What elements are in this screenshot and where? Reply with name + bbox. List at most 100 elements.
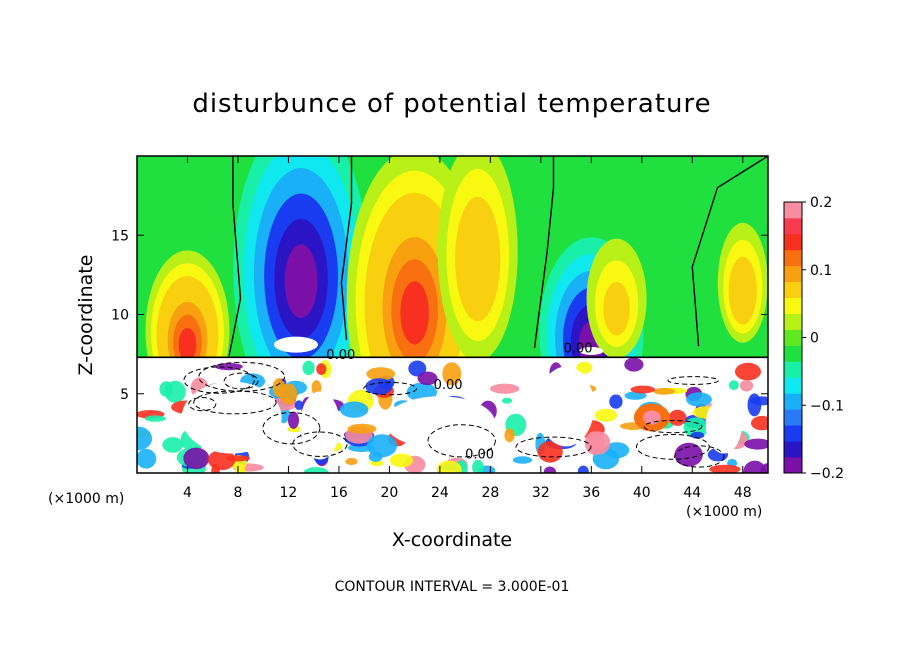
turbulent-cell: [472, 459, 484, 473]
turbulent-cell: [211, 464, 220, 473]
turbulent-cell: [674, 442, 703, 467]
x-unit-right: (×1000 m): [686, 504, 762, 520]
neutral-patch: [538, 366, 595, 447]
cold-core-cap: [579, 346, 604, 355]
turbulent-cell: [137, 449, 157, 469]
colorbar-swatch: [784, 457, 802, 474]
colorbar-label: −0.2: [810, 466, 844, 482]
turbulent-cell: [436, 460, 462, 473]
turbulent-cell: [690, 431, 705, 439]
turbulent-cell: [686, 392, 712, 407]
negative-contour: [262, 412, 321, 445]
y-tick-label: 5: [120, 387, 129, 403]
colorbar: 0.2 0.1 0 −0.1 −0.2: [783, 195, 844, 482]
zero-contour: [691, 156, 768, 347]
cold-anomaly-band: [284, 244, 318, 318]
colorbar-swatch: [784, 313, 802, 330]
colorbar-swatch: [784, 249, 802, 267]
x-tick-label: 16: [330, 485, 348, 501]
turbulent-cell: [609, 394, 623, 409]
turbulent-cell: [347, 423, 377, 434]
contour-label: 0.00: [434, 378, 463, 393]
turbulent-cell: [543, 466, 557, 473]
plot-area: 0.00 0.00 0.00 0.00: [137, 156, 768, 473]
negative-contour: [427, 424, 496, 458]
negative-contour: [198, 361, 286, 392]
turbulent-cell: [709, 464, 741, 473]
cold-core-cap: [274, 336, 319, 353]
warm-anomaly-band: [734, 273, 752, 316]
turbulent-cell: [316, 363, 327, 375]
turbulent-cell: [537, 441, 563, 463]
neutral-patch: [181, 381, 282, 454]
turbulent-cell: [728, 380, 739, 391]
turbulent-cell: [576, 361, 593, 374]
turbulent-cell: [743, 460, 767, 473]
turbulent-cell: [226, 455, 251, 462]
warm-anomaly-band: [603, 281, 630, 336]
turbulent-cell: [303, 467, 329, 473]
contour-label: 0.00: [465, 448, 494, 463]
x-tick-label: 40: [633, 485, 651, 501]
turbulent-cell: [652, 387, 676, 395]
colorbar-swatch: [784, 345, 802, 362]
colorbar-swatch: [784, 297, 802, 314]
x-tick-label: 36: [582, 485, 600, 501]
x-axis-label: X-coordinate: [392, 529, 512, 551]
x-tick-label: 44: [683, 485, 701, 501]
colorbar-swatch: [784, 425, 802, 442]
negative-contour: [635, 434, 710, 460]
neutral-patch: [384, 396, 495, 449]
turbulent-cell: [311, 380, 322, 396]
colorbar-swatch: [784, 202, 802, 219]
colorbar-label: −0.1: [810, 398, 844, 414]
negative-contour: [667, 376, 719, 385]
turbulent-cell: [294, 400, 304, 411]
turbulent-cell: [744, 438, 768, 450]
contour-lines: 0.00 0.00 0.00 0.00: [137, 156, 768, 468]
turbulent-cell: [137, 426, 153, 451]
colorbar-label: 0: [810, 331, 819, 347]
x-tick-label: 24: [431, 485, 449, 501]
zero-contour: [340, 156, 353, 340]
turbulent-cell: [183, 447, 210, 470]
turbulent-cell: [408, 360, 427, 377]
x-tick-label: 4: [183, 485, 192, 501]
turbulent-cell: [604, 442, 630, 459]
negative-contour: [292, 431, 348, 457]
colorbar-swatch: [784, 393, 802, 410]
negative-contour: [515, 436, 592, 458]
negative-contour: [193, 390, 277, 415]
x-tick-label: 8: [233, 485, 242, 501]
colorbar-swatch: [784, 217, 802, 235]
turbulent-cell: [501, 397, 513, 404]
x-tick-label: 28: [481, 485, 499, 501]
y-axis: 5 10 15: [111, 228, 768, 403]
neutral-patch: [299, 391, 340, 460]
turbulent-cell: [389, 453, 414, 468]
turbulent-cell: [144, 415, 166, 422]
colorbar-swatch: [784, 265, 802, 283]
contour-label: 0.00: [564, 342, 593, 357]
turbulent-cell: [683, 417, 709, 438]
turbulent-cell: [345, 457, 358, 466]
turbulent-cell: [302, 360, 315, 376]
neutral-patch: [705, 397, 742, 454]
turbulent-cell: [162, 437, 184, 453]
zero-contour: [533, 156, 555, 348]
y-tick-label: 15: [111, 228, 129, 244]
colorbar-label: 0.1: [810, 263, 832, 279]
contour-interval-note: CONTOUR INTERVAL = 3.000E-01: [335, 579, 570, 595]
turbulent-cell: [624, 357, 644, 372]
negative-contour: [643, 420, 703, 434]
turbulent-cell: [577, 465, 589, 473]
x-tick-label: 20: [380, 485, 398, 501]
negative-contour: [674, 445, 725, 468]
y-axis-label: Z-coordinate: [75, 255, 97, 376]
x-tick-label: 48: [734, 485, 752, 501]
zero-contour: [228, 156, 242, 356]
turbulent-cell: [365, 378, 393, 395]
turbulent-cell: [339, 401, 369, 418]
turbulent-cell: [512, 456, 533, 464]
